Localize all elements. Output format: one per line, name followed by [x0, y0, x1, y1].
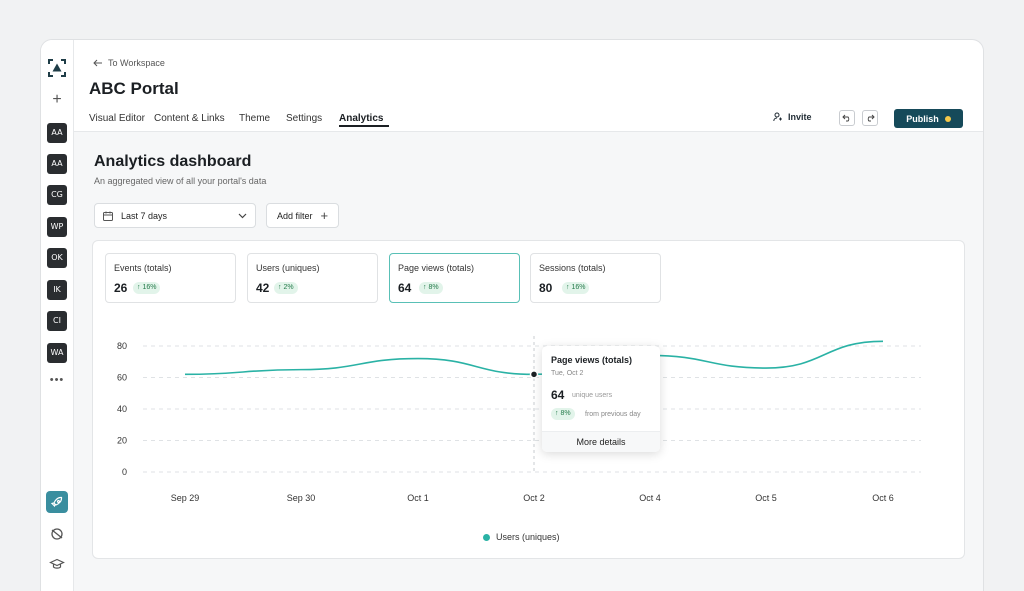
logo-icon[interactable]: [48, 59, 66, 77]
user-plus-icon: [773, 112, 782, 122]
plus-icon[interactable]: +: [52, 91, 62, 108]
kpi-change-badge: ↑ 2%: [274, 282, 298, 294]
undo-button[interactable]: [839, 110, 855, 126]
add-filter-button[interactable]: Add filter +: [266, 203, 339, 228]
y-tick-label: 80: [117, 341, 127, 351]
x-tick-label: Oct 6: [872, 493, 894, 503]
tooltip-title: Page views (totals): [551, 355, 633, 365]
arrow-left-icon: [93, 59, 102, 67]
page-title: ABC Portal: [89, 79, 179, 98]
invite-label: Invite: [788, 112, 812, 122]
x-tick-label: Oct 5: [755, 493, 777, 503]
legend-label: Users (uniques): [496, 532, 560, 542]
invite-button[interactable]: Invite: [773, 112, 812, 122]
analytics-panel: Events (totals) 26 ↑ 16% Users (uniques) 42 ↑…: [92, 240, 965, 559]
workspace-avatar[interactable]: OK: [47, 248, 67, 268]
app-window: + AA AA CG WP OK IK CI WA ••• To Workspace ABC …: [40, 39, 984, 591]
line-chart: 80 60 40 20 0 Sep 29 Sep 30 Oct 1 Oct 2 Oct 4 Oct …: [117, 336, 921, 503]
tab-bar: Visual Editor Content & Links Theme Setting…: [89, 112, 389, 132]
tab-settings[interactable]: Settings: [286, 113, 323, 124]
header-divider: [74, 131, 983, 132]
plus-icon: +: [320, 207, 329, 223]
back-link[interactable]: To Workspace: [93, 58, 165, 68]
kpi-card[interactable]: Page views (totals) 64 ↑ 8%: [389, 253, 520, 303]
kpi-label: Users (uniques): [256, 263, 320, 273]
undo-icon: [842, 114, 850, 122]
y-tick-label: 40: [117, 404, 127, 414]
tab-visual-editor[interactable]: Visual Editor: [89, 113, 145, 124]
tab-content-links[interactable]: Content & Links: [154, 113, 225, 124]
calendar-icon: [103, 211, 113, 221]
kpi-change-badge: ↑ 8%: [419, 282, 443, 294]
dashboard-title: Analytics dashboard: [94, 153, 252, 170]
kpi-value: 26: [114, 281, 128, 295]
publish-label: Publish: [906, 113, 939, 124]
kpi-value: 80: [539, 281, 553, 295]
workspace-avatar[interactable]: WA: [47, 343, 67, 363]
tooltip-comparison: from previous day: [585, 411, 641, 418]
workspace-avatar[interactable]: AA: [47, 154, 67, 174]
status-dot-icon: [944, 115, 951, 122]
tooltip-value: 64: [551, 388, 565, 402]
kpi-label: Sessions (totals): [539, 263, 606, 273]
data-point[interactable]: [529, 370, 539, 379]
chart-legend: Users (uniques): [483, 532, 560, 542]
redo-icon: [867, 114, 875, 122]
kpi-label: Events (totals): [114, 263, 172, 273]
tab-analytics[interactable]: Analytics: [339, 112, 389, 132]
y-tick-label: 0: [122, 467, 127, 477]
more-icon[interactable]: •••: [49, 374, 65, 386]
chart-tooltip: Page views (totals) Tue, Oct 2 64 unique…: [542, 346, 660, 452]
legend-swatch: [483, 533, 490, 541]
x-tick-label: Oct 2: [523, 493, 545, 503]
add-filter-label: Add filter: [276, 210, 313, 221]
graduation-cap-icon[interactable]: [49, 556, 65, 572]
workspace-avatar[interactable]: CI: [47, 311, 67, 331]
main-content: Analytics dashboard An aggregated view o…: [74, 132, 983, 591]
kpi-value: 64: [398, 281, 412, 295]
kpi-label: Page views (totals): [398, 263, 475, 273]
tooltip-date: Tue, Oct 2: [551, 370, 584, 377]
workspace-avatar[interactable]: WP: [47, 217, 67, 237]
tooltip-unit: unique users: [572, 392, 613, 399]
workspace-avatar[interactable]: AA: [47, 123, 67, 143]
sidebar: + AA AA CG WP OK IK CI WA •••: [41, 40, 74, 591]
workspace-avatar[interactable]: IK: [47, 280, 67, 300]
kpi-value: 42: [256, 281, 270, 295]
kpi-card[interactable]: Sessions (totals) 80 ↑ 16%: [530, 253, 661, 303]
x-tick-label: Oct 4: [639, 493, 661, 503]
y-tick-label: 20: [117, 436, 127, 446]
x-tick-label: Sep 30: [287, 493, 316, 503]
rocket-icon[interactable]: [46, 491, 68, 513]
dashboard-subtitle: An aggregated view of all your portal's …: [94, 176, 267, 186]
chevron-down-icon: [238, 213, 247, 218]
workspace-avatar[interactable]: CG: [47, 185, 67, 205]
kpi-change-badge: ↑ 16%: [133, 282, 161, 294]
kpi-card[interactable]: Users (uniques) 42 ↑ 2%: [247, 253, 378, 303]
date-range-label: Last 7 days: [121, 210, 168, 221]
refresh-icon[interactable]: [49, 526, 65, 542]
redo-button[interactable]: [862, 110, 878, 126]
tab-theme[interactable]: Theme: [239, 113, 271, 124]
x-tick-label: Sep 29: [171, 493, 200, 503]
more-details-button[interactable]: More details: [542, 431, 660, 452]
tooltip-change-badge: ↑ 8%: [551, 408, 575, 420]
kpi-card[interactable]: Events (totals) 26 ↑ 16%: [105, 253, 236, 303]
date-range-select[interactable]: Last 7 days: [94, 203, 256, 228]
y-tick-label: 60: [117, 373, 127, 383]
publish-button[interactable]: Publish: [894, 109, 963, 128]
kpi-change-badge: ↑ 16%: [562, 282, 590, 294]
x-tick-label: Oct 1: [407, 493, 429, 503]
back-link-label: To Workspace: [108, 58, 165, 68]
